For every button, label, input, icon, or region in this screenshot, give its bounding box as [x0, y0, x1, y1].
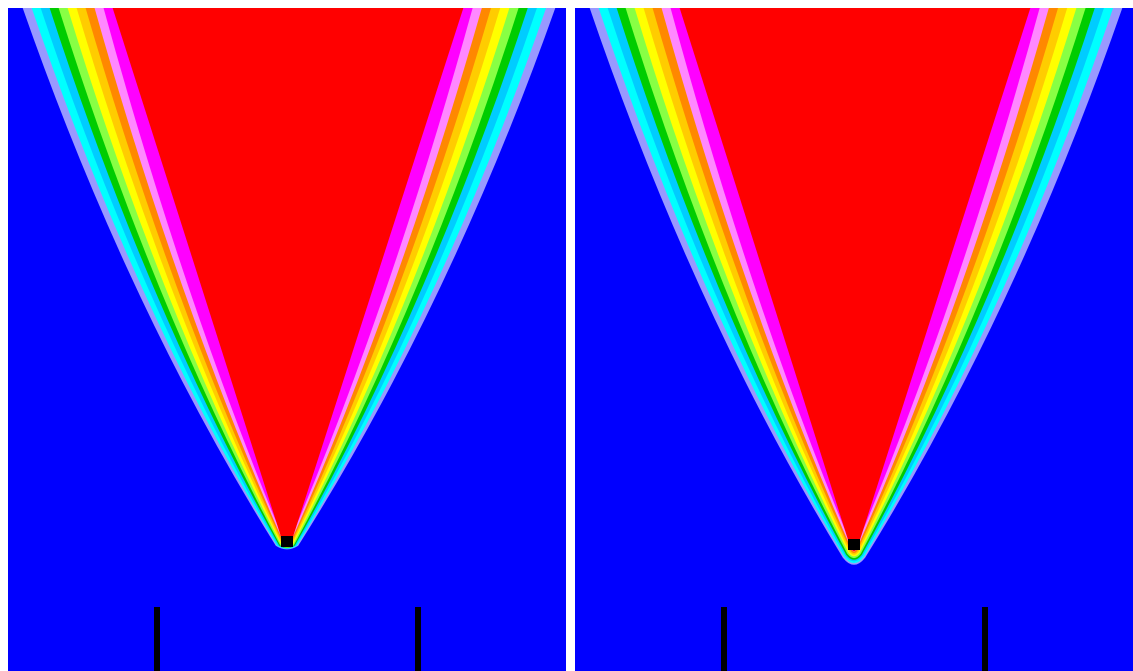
right-core-wedge	[679, 8, 1031, 551]
left-core-wedge	[112, 8, 464, 546]
left-panel	[8, 8, 566, 671]
right-panel	[575, 8, 1133, 671]
left-source-marker	[281, 536, 293, 547]
right-marker-bar-right	[982, 607, 988, 671]
right-source-marker	[848, 539, 860, 550]
right-field-plot	[575, 8, 1133, 671]
left-marker-bar-right	[415, 607, 421, 671]
left-field-plot	[8, 8, 566, 671]
right-marker-bar-left	[721, 607, 727, 671]
left-marker-bar-left	[154, 607, 160, 671]
